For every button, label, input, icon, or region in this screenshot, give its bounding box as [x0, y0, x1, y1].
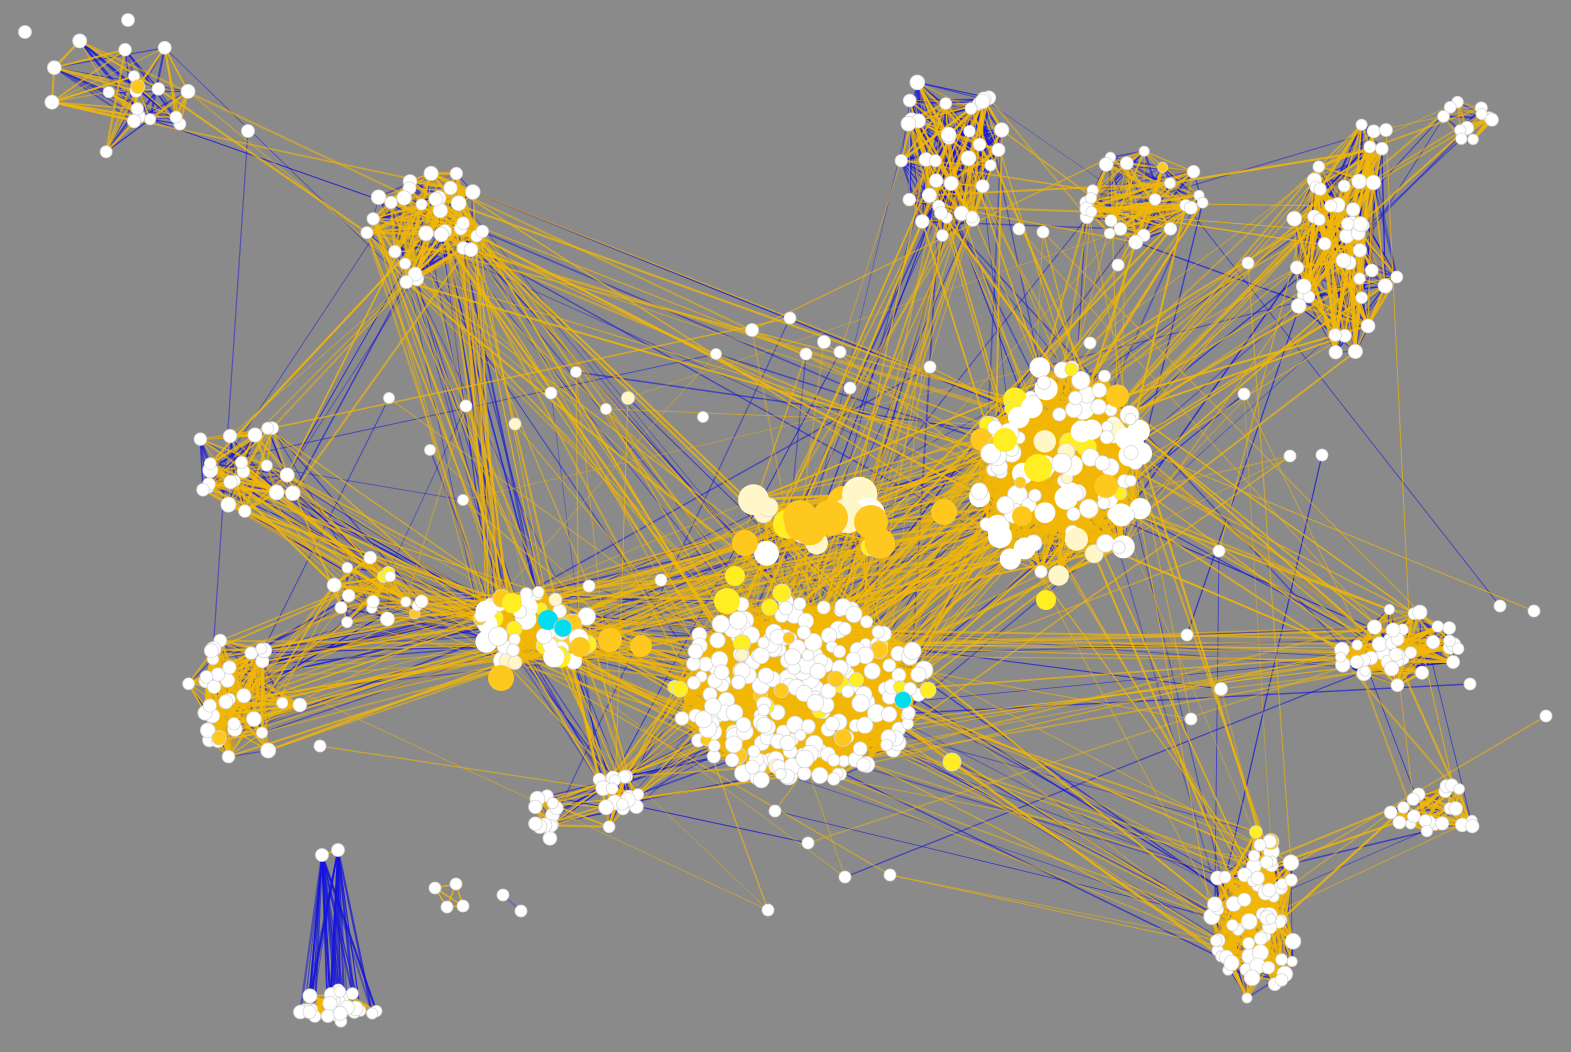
graph-edge — [404, 263, 481, 619]
graph-edge — [844, 670, 1366, 878]
graph-edge — [292, 281, 408, 494]
graph-edge — [105, 90, 138, 153]
graph-edge — [329, 849, 339, 1004]
graph-edge — [337, 849, 357, 1009]
graph-edge — [308, 849, 339, 1013]
graph-edge — [51, 86, 139, 103]
graph-edge — [1217, 454, 1323, 910]
graph-edge — [228, 732, 263, 758]
graph-edge — [209, 434, 256, 465]
graph-edge — [308, 854, 324, 996]
graph-edge — [51, 47, 165, 103]
graph-edge — [137, 47, 166, 88]
graph-edge — [299, 854, 324, 1013]
graph-edge — [917, 81, 985, 100]
graph-edge — [1214, 550, 1220, 905]
graph-edge — [547, 795, 607, 808]
graph-edge — [164, 47, 189, 92]
graph-edge — [1185, 205, 1501, 607]
graph-edge — [389, 202, 397, 252]
graph-edge — [404, 173, 432, 264]
graph-edge — [1359, 107, 1451, 251]
graph-edge — [940, 212, 1358, 663]
graph-edge — [878, 631, 1372, 659]
graph-edge — [759, 766, 1240, 929]
graph-edge — [337, 849, 341, 992]
graph-edge — [164, 47, 407, 283]
graph-edge — [336, 849, 374, 1014]
graph-edge — [54, 47, 165, 69]
graph-edge — [163, 47, 177, 118]
graph-edge — [228, 465, 268, 506]
graph-edge — [1372, 182, 1398, 278]
graph-edge — [774, 810, 1212, 917]
graph-edge — [149, 90, 189, 121]
graph-edge — [715, 353, 997, 445]
graph-edge — [199, 439, 204, 490]
graph-edge — [79, 40, 137, 92]
graph-edge — [210, 650, 220, 738]
graph-edge — [313, 854, 323, 1017]
graph-edge — [393, 172, 433, 253]
graph-edge — [79, 40, 110, 93]
graph-edge — [270, 427, 289, 476]
graph-edge — [917, 81, 989, 99]
graph-edge — [372, 217, 427, 235]
graph-edge — [54, 66, 139, 88]
graph-edge — [615, 801, 809, 844]
graph-edge — [1273, 823, 1443, 897]
graph-edge — [200, 438, 267, 467]
graph-edge — [390, 201, 464, 224]
graph-edge — [889, 683, 1471, 716]
graph-edge — [429, 449, 492, 608]
graph-edge — [378, 172, 457, 198]
graph-edge — [983, 99, 1041, 368]
graph-edge — [79, 40, 159, 90]
graph-edge — [901, 143, 980, 162]
graph-edge — [105, 118, 151, 153]
graph-edge — [337, 849, 348, 1008]
graph-edge — [372, 601, 416, 615]
graph-edge — [444, 230, 1059, 577]
graph-edge — [54, 67, 177, 118]
graph-edge — [241, 461, 464, 501]
graph-edge — [488, 366, 931, 615]
graph-edge — [309, 849, 339, 997]
graph-edge — [1304, 113, 1483, 296]
